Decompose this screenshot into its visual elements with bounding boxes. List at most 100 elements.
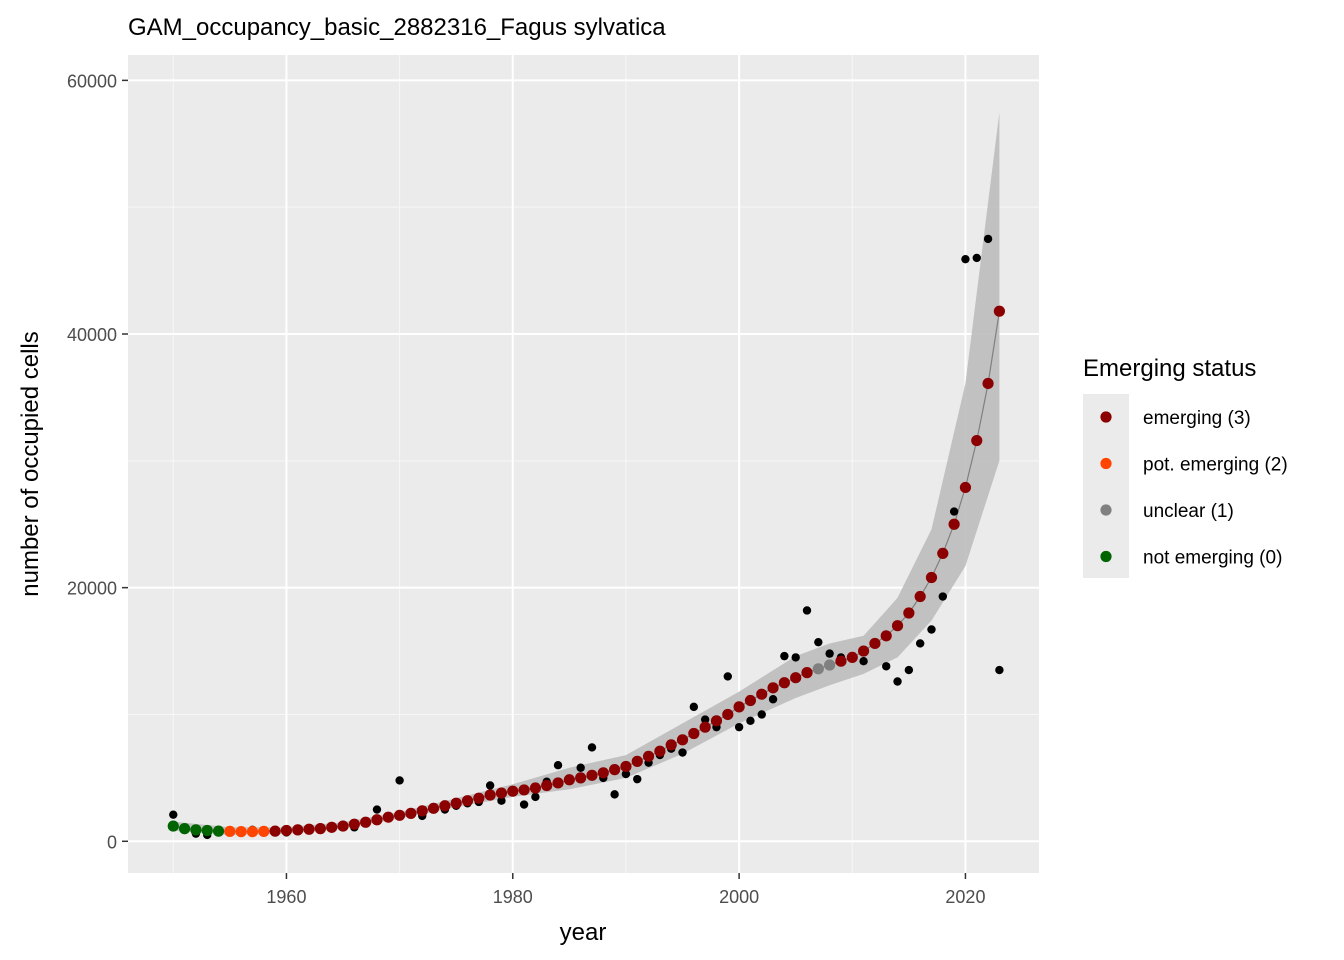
fitted-point <box>801 667 813 679</box>
fitted-point <box>563 774 575 786</box>
fitted-point <box>201 824 213 837</box>
plot-panel <box>128 55 1039 873</box>
legend: Emerging status emerging (3) pot. emergin… <box>1083 355 1288 578</box>
observed-point <box>169 810 178 819</box>
fitted-point <box>959 481 972 494</box>
fitted-point <box>925 571 938 584</box>
observed-point <box>576 763 585 772</box>
fitted-point <box>982 377 994 390</box>
legend-label-3: emerging (3) <box>1143 408 1251 429</box>
fitted-point <box>575 772 587 784</box>
observed-point <box>825 649 834 658</box>
fitted-point <box>631 755 643 767</box>
fitted-point <box>620 760 632 773</box>
legend-label-2: pot. emerging (2) <box>1143 455 1288 476</box>
chart-title: GAM_occupancy_basic_2882316_Fagus sylvat… <box>128 14 666 41</box>
observed-point <box>621 769 631 779</box>
fitted-point <box>348 818 360 830</box>
fitted-point <box>246 826 259 838</box>
legend-label-1: unclear (1) <box>1143 501 1234 522</box>
fitted-point <box>699 721 711 733</box>
fitted-point <box>722 708 734 721</box>
fitted-point <box>394 809 406 821</box>
observed-point <box>723 672 732 681</box>
minor-gridlines <box>128 55 1039 873</box>
observed-point <box>972 253 981 263</box>
observed-point <box>904 665 914 675</box>
fitted-point <box>948 518 960 530</box>
fitted-point <box>484 789 496 801</box>
legend-key-0 <box>1100 550 1112 563</box>
y-tick-label: 60000 <box>67 71 117 91</box>
legend-key-1 <box>1100 504 1112 516</box>
y-axis-title: number of occupied cells <box>17 331 44 596</box>
observed-point <box>915 639 925 648</box>
fitted-point <box>541 779 553 792</box>
fitted-point <box>586 769 598 781</box>
observed-point <box>859 657 868 666</box>
fitted-point <box>258 825 270 838</box>
fitted-point <box>371 814 383 826</box>
fitted-point <box>518 784 530 796</box>
observed-point <box>700 715 710 724</box>
fitted-point <box>507 785 519 797</box>
x-axis-title: year <box>560 919 607 946</box>
legend-key-2 <box>1100 457 1112 470</box>
x-tick-label: 2020 <box>945 887 985 907</box>
fitted-point <box>597 767 609 779</box>
observed-point <box>689 702 699 712</box>
observed-point <box>678 748 687 757</box>
fitted-point <box>360 816 372 828</box>
fitted-point <box>756 688 768 700</box>
observed-point <box>893 677 902 686</box>
fitted-point <box>880 630 892 642</box>
major-gridlines <box>128 55 1039 873</box>
observed-point <box>531 792 540 802</box>
observed-point <box>882 662 891 671</box>
observed-point <box>587 743 597 752</box>
legend-title: Emerging status <box>1083 355 1256 382</box>
fitted-point <box>790 672 802 684</box>
fitted-point <box>993 305 1005 317</box>
observed-point <box>791 653 800 662</box>
x-tick-label: 1980 <box>493 887 533 907</box>
fitted-point <box>812 663 824 675</box>
fitted-point <box>971 434 983 447</box>
fitted-point <box>778 677 790 689</box>
fitted-points <box>167 305 1005 838</box>
observed-point <box>519 800 529 809</box>
fitted-point <box>688 727 700 740</box>
observed-point <box>553 761 563 770</box>
fitted-point <box>857 645 870 657</box>
fitted-point <box>269 825 281 837</box>
observed-point <box>927 625 936 634</box>
y-tick-label: 20000 <box>67 579 117 599</box>
x-axis-ticks: 1960 1980 2000 2020 <box>266 873 985 907</box>
fitted-point <box>495 787 508 799</box>
fitted-point <box>212 825 225 837</box>
observed-point <box>949 507 959 516</box>
fitted-point <box>439 800 451 812</box>
observed-point <box>610 790 619 799</box>
fitted-point <box>665 739 677 751</box>
fitted-point <box>846 651 858 664</box>
fitted-point <box>937 547 949 560</box>
fitted-point <box>676 734 689 746</box>
fitted-point <box>824 659 836 671</box>
observed-point <box>995 665 1004 675</box>
observed-point <box>372 805 382 814</box>
observed-point <box>814 637 823 647</box>
observed-point <box>768 695 778 704</box>
legend-label-0: not emerging (0) <box>1143 548 1282 569</box>
fitted-point <box>235 826 247 838</box>
fitted-point <box>382 811 394 823</box>
fitted-point <box>744 694 757 707</box>
fitted-point <box>178 823 191 835</box>
observed-point <box>757 710 766 719</box>
fitted-point <box>280 824 293 837</box>
fitted-point <box>167 820 179 832</box>
fitted-point <box>654 745 666 757</box>
fitted-point <box>190 824 202 836</box>
fitted-point <box>903 607 915 619</box>
x-tick-label: 1960 <box>266 887 306 907</box>
